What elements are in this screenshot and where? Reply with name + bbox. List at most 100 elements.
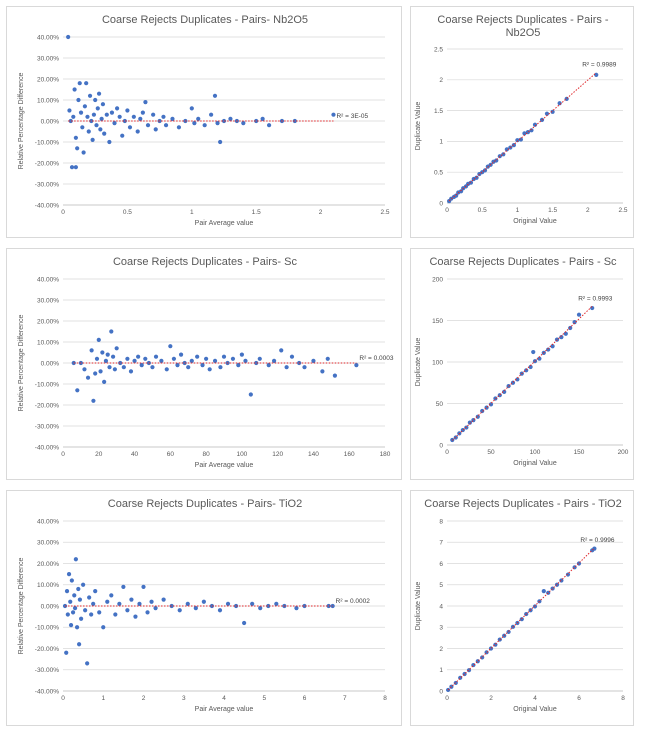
data-point [89, 348, 94, 353]
data-point [541, 589, 546, 594]
y-axis-label: Relative Percentage Difference [18, 315, 25, 412]
data-point [85, 661, 90, 666]
chart-panel-sc-dup: Coarse Rejects Duplicates - Pairs - Sc 20… [410, 248, 634, 480]
y-tick-label: 40.00% [37, 518, 59, 525]
data-point [522, 131, 527, 136]
data-point [271, 358, 277, 363]
data-point [292, 118, 297, 124]
y-tick-label: 30.00% [37, 540, 59, 547]
data-point [94, 356, 100, 361]
data-point [454, 193, 459, 198]
data-point [239, 352, 244, 357]
data-point [168, 344, 173, 349]
data-point [97, 610, 102, 615]
x-axis-label: Original Value [513, 218, 557, 225]
y-axis-label: Duplicate Value [415, 338, 422, 387]
y-tick-label: 0.00% [41, 360, 60, 367]
data-point [215, 121, 220, 126]
r-squared-label: R² = 0.0003 [359, 355, 394, 362]
data-point [73, 135, 78, 140]
y-tick-label: 50 [436, 401, 444, 408]
data-point [70, 610, 76, 615]
y-tick-label: 1 [439, 139, 443, 146]
data-point [320, 369, 325, 374]
data-point [109, 110, 115, 115]
data-point [110, 354, 116, 359]
x-tick-label: 2 [319, 209, 323, 216]
x-tick-label: 8 [621, 695, 625, 702]
data-point [94, 123, 99, 128]
data-point [332, 373, 338, 378]
y-tick-label: -30.00% [35, 667, 59, 674]
y-tick-label: 20.00% [37, 318, 59, 325]
x-tick-label: 6 [303, 695, 307, 702]
data-point [576, 312, 582, 317]
data-point [254, 118, 259, 124]
data-point [128, 369, 134, 374]
data-point [112, 121, 117, 126]
data-point [354, 363, 359, 368]
data-point [129, 597, 134, 602]
data-point [302, 603, 307, 609]
data-point [311, 358, 316, 363]
data-point [266, 123, 272, 128]
data-point [93, 589, 98, 594]
y-tick-label: 30.00% [37, 55, 59, 62]
y-tick-label: 0 [439, 442, 443, 449]
data-point [93, 97, 98, 103]
data-point [515, 138, 520, 143]
data-point [153, 354, 159, 359]
y-axis-label: Relative Percentage Difference [18, 73, 25, 170]
data-point [248, 392, 253, 397]
data-point [546, 347, 551, 352]
data-point [81, 150, 86, 155]
data-point [132, 358, 137, 363]
y-tick-label: 30.00% [37, 297, 59, 304]
data-point [326, 603, 331, 609]
data-point [68, 118, 73, 124]
data-point [572, 320, 577, 325]
data-point [207, 367, 212, 372]
y-tick-label: 0.5 [434, 170, 443, 177]
data-point [105, 352, 110, 357]
data-point [138, 116, 143, 121]
y-tick-label: 10.00% [37, 97, 59, 104]
x-tick-label: 1.5 [548, 207, 557, 214]
data-point [274, 601, 279, 606]
data-point [141, 584, 146, 589]
data-point [164, 367, 169, 372]
data-point [72, 606, 78, 611]
data-point [91, 398, 96, 403]
data-point [78, 110, 84, 115]
data-point [68, 599, 73, 604]
chart-panel-tio2-rpd: Coarse Rejects Duplicates - Pairs- TiO2 4… [6, 490, 402, 726]
data-point [204, 356, 209, 361]
y-axis-label: Duplicate Value [415, 102, 422, 151]
data-point [594, 72, 599, 77]
data-point [77, 81, 82, 86]
data-point [185, 601, 190, 606]
data-point [218, 365, 223, 370]
data-point [102, 379, 107, 384]
data-point [125, 356, 130, 361]
data-point [243, 358, 248, 363]
y-tick-label: 8 [439, 518, 443, 525]
y-tick-label: 40.00% [37, 34, 59, 41]
data-point [113, 612, 118, 617]
y-axis-label: Duplicate Value [415, 582, 422, 631]
r-squared-label: R² = 3E-05 [336, 113, 368, 120]
y-tick-label: 10.00% [37, 339, 59, 346]
data-point [565, 572, 571, 577]
y-tick-label: 40.00% [37, 276, 59, 283]
x-tick-label: 0 [445, 449, 449, 456]
data-point [260, 116, 265, 121]
data-point [122, 118, 127, 124]
x-tick-label: 150 [574, 449, 585, 456]
x-axis-label: Original Value [513, 706, 557, 713]
y-tick-label: 1.5 [434, 108, 443, 115]
data-point [159, 358, 164, 363]
data-point [100, 350, 105, 355]
data-point [98, 369, 103, 374]
y-tick-label: -30.00% [35, 181, 59, 188]
data-point [170, 116, 175, 121]
